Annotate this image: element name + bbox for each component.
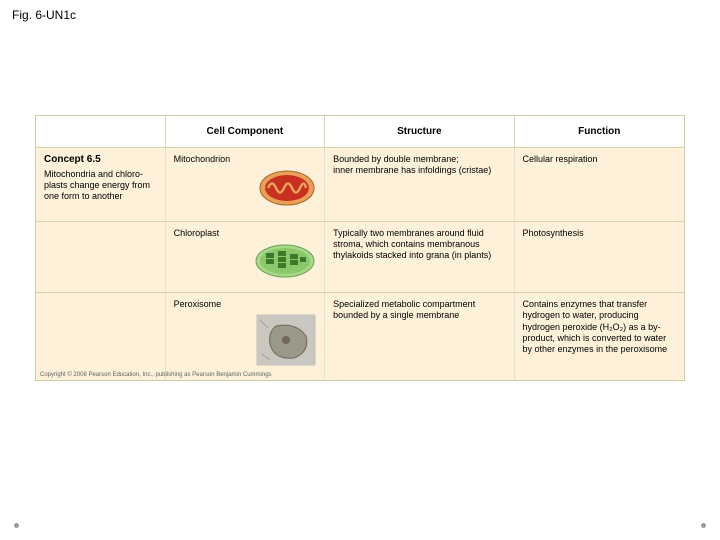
function-cell: Cellular respiration [515, 148, 684, 221]
concept-desc: Mitochondria and chloro- plasts change e… [44, 169, 150, 202]
structure-cell: Typically two membranes around fluid str… [325, 222, 514, 293]
header-component: Cell Component [166, 116, 326, 147]
chloroplast-icon [254, 243, 316, 282]
mitochondrion-icon [258, 169, 316, 210]
function-cell: Contains enzymes that transfer hydrogen … [515, 293, 684, 380]
component-label: Peroxisome [174, 299, 317, 310]
slide-table: Cell Component Structure Function Concep… [35, 115, 685, 381]
table-row: Concept 6.5 Mitochondria and chloro- pla… [36, 147, 684, 221]
component-label: Chloroplast [174, 228, 317, 239]
corner-dot-icon [14, 523, 19, 528]
copyright-text: Copyright © 2008 Pearson Education, Inc.… [40, 372, 272, 378]
table-body: Concept 6.5 Mitochondria and chloro- pla… [36, 147, 684, 380]
function-cell: Photosynthesis [515, 222, 684, 293]
figure-label: Fig. 6-UN1c [12, 8, 76, 22]
header-structure: Structure [325, 116, 514, 147]
header-concept [36, 116, 166, 147]
table-header: Cell Component Structure Function [36, 116, 684, 147]
component-cell: Chloroplast [166, 222, 326, 293]
peroxisome-icon [256, 314, 316, 369]
concept-cell-empty [36, 293, 166, 380]
concept-cell: Concept 6.5 Mitochondria and chloro- pla… [36, 148, 166, 221]
corner-dot-icon [701, 523, 706, 528]
concept-cell-empty [36, 222, 166, 293]
concept-title: Concept 6.5 [44, 154, 157, 167]
table-row: Peroxisome Specialized metabolic compart… [36, 292, 684, 380]
component-cell: Peroxisome [166, 293, 326, 380]
component-label: Mitochondrion [174, 154, 317, 165]
structure-cell: Specialized metabolic compartment bounde… [325, 293, 514, 380]
table-row: Chloroplast Typic [36, 221, 684, 293]
header-function: Function [515, 116, 684, 147]
component-cell: Mitochondrion [166, 148, 326, 221]
structure-cell: Bounded by double membrane; inner membra… [325, 148, 514, 221]
